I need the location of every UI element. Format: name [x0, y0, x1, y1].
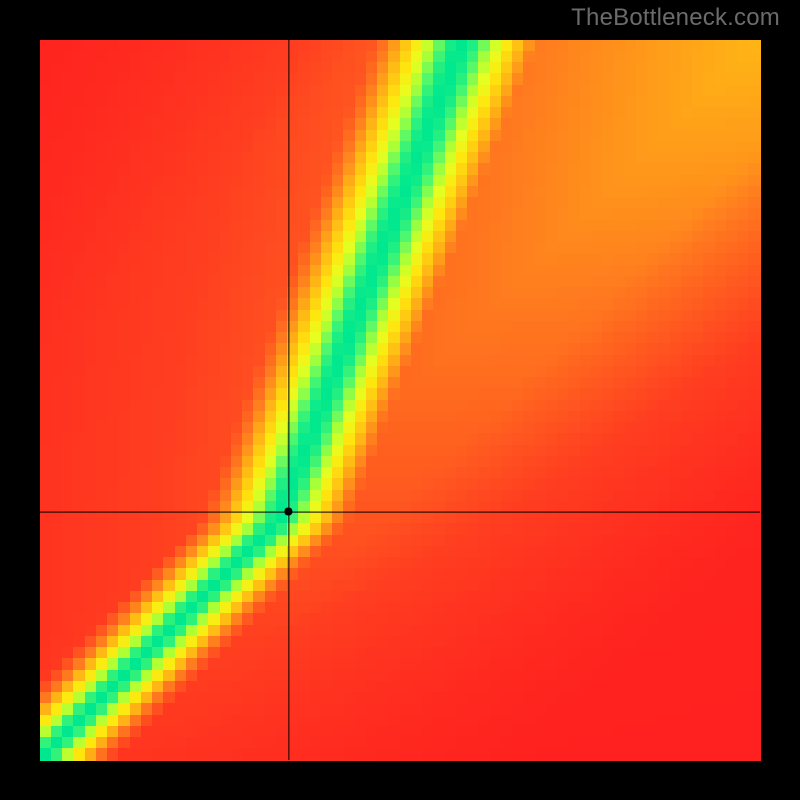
watermark-text: TheBottleneck.com [571, 4, 780, 32]
chart-container: TheBottleneck.com [0, 0, 800, 800]
bottleneck-heatmap [0, 0, 800, 800]
